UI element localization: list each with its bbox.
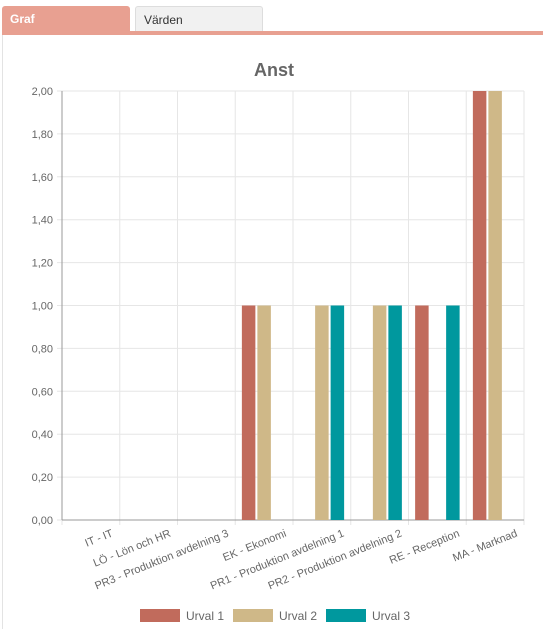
x-tick-label: MA - Marknad [451,528,519,565]
legend-swatch [140,609,180,622]
bar [315,305,329,520]
bar [330,305,345,520]
y-tick-label: 2,00 [32,86,53,98]
y-tick-label: 1,20 [32,258,53,270]
tab-varden[interactable]: Värden [135,6,263,32]
bar [257,305,271,520]
bar [446,305,460,520]
legend-label: Urval 1 [186,609,224,623]
y-tick-label: 0,80 [32,343,53,355]
bar [388,305,402,520]
bar [241,305,256,520]
tab-bar: Graf Värden [0,0,543,35]
bar [488,91,502,520]
y-tick-label: 0,40 [32,429,53,441]
legend-swatch [326,609,366,622]
y-tick-label: 0,20 [32,472,53,484]
y-tick-label: 1,40 [32,215,53,227]
y-tick-label: 0,00 [32,515,53,527]
bar [415,305,429,520]
y-tick-label: 1,60 [32,172,53,184]
chart-title: Anst [254,60,294,80]
legend-swatch [233,609,273,622]
tab-graf[interactable]: Graf [2,6,130,32]
legend-label: Urval 3 [372,609,410,623]
tab-underline [2,31,543,35]
legend-label: Urval 2 [279,609,317,623]
y-tick-label: 1,80 [32,129,53,141]
y-tick-label: 1,00 [32,301,53,313]
bar [472,91,487,520]
bar [372,305,387,520]
x-tick-label: IT - IT [83,528,115,550]
y-tick-label: 0,60 [32,386,53,398]
